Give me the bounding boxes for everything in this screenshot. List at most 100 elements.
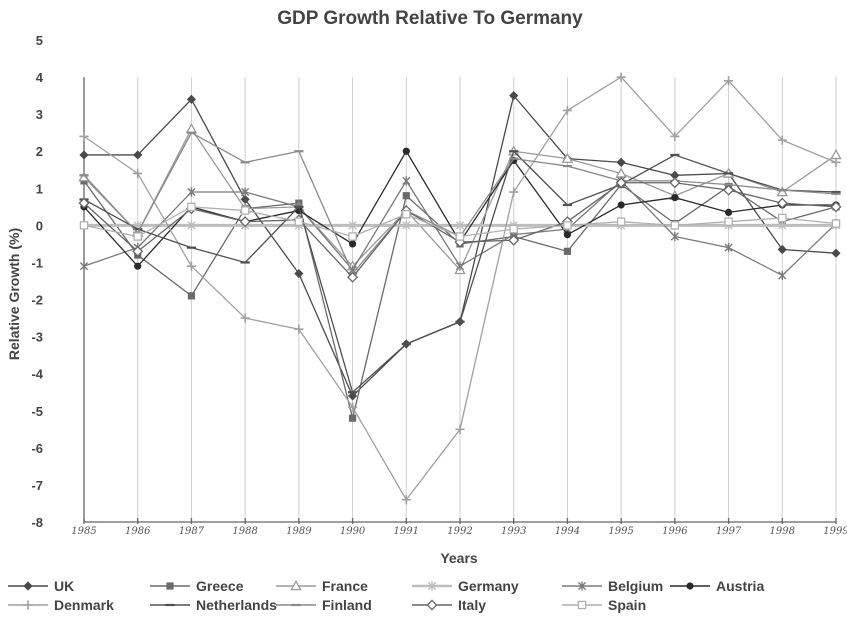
x-tick-label: 1985 [71,526,96,537]
legend-marker-spain [577,600,587,610]
grid-lines [83,77,837,522]
data-point-austria [134,262,142,270]
data-point-austria [402,147,410,155]
data-point-denmark [509,187,519,197]
legend-marker-germany [427,581,437,591]
data-point-denmark [294,324,304,334]
data-point-france [561,152,574,163]
data-point-denmark [455,424,465,434]
data-point-greece [348,414,357,422]
data-point-italy [669,177,681,189]
y-tick-label: 2 [36,144,43,159]
data-point-denmark [777,135,787,145]
data-point-spain [133,232,142,241]
legend-label: Austria [716,578,764,594]
data-point-belgium [79,261,89,271]
data-point-denmark [616,72,626,82]
x-tick-label: 1994 [555,526,580,537]
legend-item-belgium: Belgium [562,578,663,594]
y-tick-label: -8 [31,515,43,530]
data-point-austria [617,201,625,209]
y-tick-label: 1 [36,181,43,196]
x-tick-label: 1990 [340,526,366,537]
x-tick-label: 1992 [447,526,472,537]
data-point-spain [724,217,733,226]
legend-label: Greece [196,578,244,594]
data-point-spain [670,221,680,230]
y-tick-label: 4 [36,70,44,85]
data-point-denmark [79,131,89,141]
y-tick-label: -6 [31,441,43,456]
series-denmark [79,72,841,505]
data-point-greece [187,292,196,300]
legend-label: Spain [608,597,646,613]
data-point-belgium [455,261,465,271]
x-tick-label: 1991 [394,526,419,537]
data-point-denmark [723,76,734,86]
data-point-italy [239,216,251,228]
legend-label: Finland [322,597,372,613]
x-tick-label: 1989 [286,526,312,537]
data-point-germany [455,220,465,230]
data-point-spain [778,213,787,223]
data-point-uk [777,244,787,255]
data-point-uk [294,268,304,279]
data-point-italy [78,197,90,209]
y-tick-labels: 5 4 3 2 1 0 -1 -2 -3 -4 -5 -6 -7 -8 [31,33,43,530]
data-point-denmark [186,261,197,271]
x-tick-label: 1987 [179,526,205,537]
data-point-spain [187,202,196,212]
legend-item-uk: UK [8,578,74,594]
legend-item-netherlands: Netherlands [150,597,277,613]
x-tick-label: 1993 [501,526,526,537]
data-point-uk [670,170,680,180]
data-point-austria [724,208,733,217]
legend: UK Greece France Germany Belgium Austria Denma… [8,578,764,613]
legend-label: UK [54,578,74,594]
data-point-france [776,186,788,197]
data-point-denmark [401,495,411,505]
legend-item-germany: Germany [412,578,519,594]
x-tick-label: 1988 [232,526,257,537]
data-point-france [830,149,842,160]
data-point-spain [402,210,411,219]
data-point-germany [402,220,411,230]
data-point-italy [830,201,842,213]
data-point-spain [831,219,841,228]
x-tick-label: 1995 [608,526,633,537]
legend-label: Denmark [54,597,114,613]
data-point-spain [348,232,357,241]
data-point-germany [348,220,357,230]
series-lines [78,72,842,505]
x-tick-label: 1998 [770,526,795,537]
x-tick-label: 1996 [662,526,688,537]
data-point-spain [455,232,465,241]
legend-item-finland: Finland [276,597,372,613]
x-tick-label: 1997 [716,526,742,537]
legend-item-spain: Spain [562,597,646,613]
x-tick-label: 1986 [125,526,151,537]
data-point-denmark [347,402,358,412]
data-point-italy [132,245,144,257]
data-point-austria [348,240,357,248]
data-point-spain [509,224,518,234]
data-point-germany [778,220,787,230]
data-point-austria [671,193,679,202]
legend-marker-france [290,580,302,591]
y-axis-label: Relative Growth (%) [6,228,22,360]
y-tick-label: -2 [31,293,43,308]
y-tick-label: 3 [36,107,43,122]
data-point-spain [79,221,89,230]
legend-label: France [322,578,368,594]
legend-marker-uk [23,581,33,591]
data-point-belgium [724,243,733,253]
y-tick-label: -1 [31,255,43,270]
legend-item-austria: Austria [670,578,764,594]
data-point-denmark [240,313,250,323]
y-tick-label: -3 [31,330,43,345]
data-point-france [185,123,198,134]
data-point-belgium [778,270,787,281]
legend-label: Netherlands [196,597,277,613]
y-tick-label: 5 [36,33,43,48]
